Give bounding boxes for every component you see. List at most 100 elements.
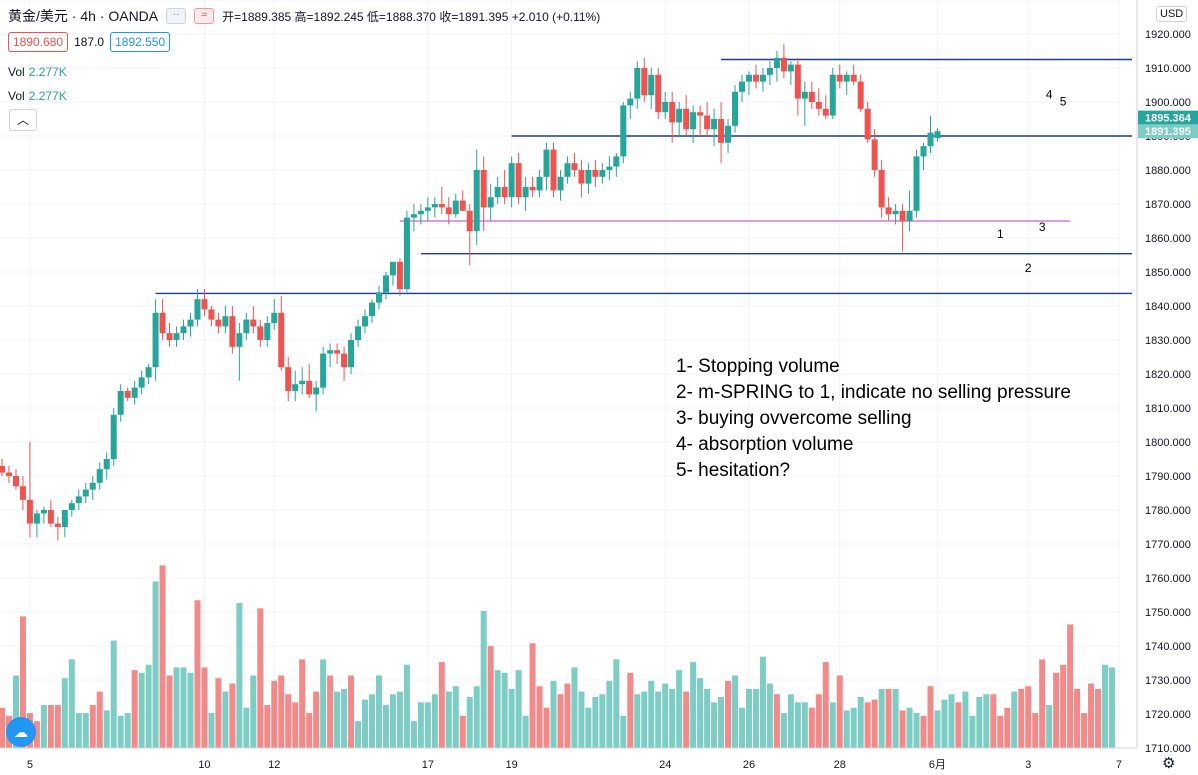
candle-body bbox=[892, 210, 899, 215]
volume-bar bbox=[348, 675, 355, 748]
volume-bar bbox=[550, 680, 557, 748]
volume-bar bbox=[417, 702, 424, 748]
candle-body bbox=[808, 91, 815, 102]
compare-icon[interactable]: ≈ bbox=[194, 8, 215, 24]
candle-body bbox=[473, 170, 480, 232]
volume-bar bbox=[334, 691, 341, 748]
support-resistance-lines bbox=[155, 58, 1132, 295]
volume-bar bbox=[403, 664, 410, 748]
candle-body bbox=[564, 163, 571, 177]
volume-bar bbox=[54, 705, 61, 748]
currency-button[interactable]: USD bbox=[1156, 6, 1188, 22]
volume-bar bbox=[187, 672, 194, 748]
candle-body bbox=[299, 380, 306, 385]
volume-bar bbox=[117, 715, 124, 748]
volume-bar bbox=[47, 705, 54, 748]
candle-body bbox=[739, 81, 745, 92]
candle-body bbox=[920, 146, 927, 157]
volume-bar bbox=[983, 694, 990, 748]
volume-legend[interactable]: Vol 2.277K bbox=[8, 89, 67, 103]
volume-bar bbox=[382, 705, 389, 748]
volume-bar bbox=[829, 702, 836, 748]
gear-icon[interactable]: ⚙ bbox=[1162, 755, 1176, 772]
volume-bar bbox=[836, 675, 843, 748]
candle-body bbox=[613, 156, 620, 167]
volume-bar bbox=[431, 694, 438, 748]
volume-bar bbox=[1011, 691, 1018, 748]
price-tick-label: 1920.000 bbox=[1145, 29, 1191, 41]
volume-bar bbox=[704, 688, 711, 748]
volume-value: 2.277K bbox=[28, 65, 67, 79]
price-tick-label: 1760.000 bbox=[1145, 573, 1191, 585]
candle-body bbox=[725, 125, 732, 143]
volume-bar bbox=[145, 664, 152, 748]
note-line: 4- absorption volume bbox=[676, 434, 854, 455]
price-badge-label: 1895.364 bbox=[1145, 113, 1192, 125]
bid-button[interactable]: 1890.680 bbox=[8, 32, 69, 52]
candle-body bbox=[159, 312, 166, 334]
volume-bar bbox=[1053, 672, 1060, 748]
candle-body bbox=[780, 57, 787, 72]
volume-bar bbox=[424, 702, 431, 748]
volume-bar bbox=[1081, 713, 1088, 748]
price-tick-label: 1830.000 bbox=[1145, 335, 1191, 347]
candle-body bbox=[801, 91, 808, 99]
annotation-label: 4 bbox=[1046, 88, 1053, 102]
candle-body bbox=[215, 319, 222, 327]
candle-body bbox=[752, 74, 759, 82]
candle-body bbox=[138, 377, 145, 388]
price-badge bbox=[1138, 110, 1198, 125]
symbol-title[interactable]: 黄金/美元 · 4h · OANDA bbox=[8, 8, 159, 24]
ask-button[interactable]: 1892.550 bbox=[110, 32, 171, 52]
volume-bar bbox=[529, 643, 536, 748]
candle-body bbox=[403, 217, 410, 289]
candle-body bbox=[550, 149, 557, 191]
volume-bar bbox=[257, 608, 264, 748]
price-tick-label: 1850.000 bbox=[1145, 267, 1191, 279]
volume-bar bbox=[1067, 624, 1074, 748]
volume-bar bbox=[655, 691, 662, 748]
volume-bar bbox=[124, 713, 131, 748]
price-tick-label: 1720.000 bbox=[1145, 709, 1191, 721]
volume-bar bbox=[822, 662, 829, 748]
candle-body bbox=[787, 64, 794, 72]
volume-bar bbox=[557, 694, 564, 748]
candle-body bbox=[229, 316, 236, 347]
candle-body bbox=[466, 210, 473, 232]
candle-body bbox=[634, 68, 641, 99]
time-tick-label: 17 bbox=[422, 759, 434, 771]
candle-body bbox=[452, 200, 459, 215]
candle-body bbox=[257, 326, 264, 340]
candle-body bbox=[292, 384, 299, 391]
candle-body bbox=[285, 367, 292, 391]
candle-body bbox=[885, 207, 892, 215]
price-axis: 1710.000 1720.000 1730.000 1740.000 1750.000… bbox=[1136, 0, 1198, 755]
time-axis-bg bbox=[0, 748, 1137, 775]
volume-bar bbox=[648, 680, 655, 748]
candle-body bbox=[529, 187, 536, 191]
volume-bar bbox=[264, 705, 271, 748]
candle-body bbox=[606, 166, 613, 170]
tradingview-logo-icon[interactable]: ☁ bbox=[6, 717, 36, 747]
volume-bar bbox=[843, 710, 850, 748]
candle-body bbox=[438, 204, 445, 208]
price-tick-label: 1840.000 bbox=[1145, 301, 1191, 313]
volume-bar bbox=[487, 645, 494, 748]
volume-bar bbox=[878, 688, 885, 748]
price-tick-label: 1800.000 bbox=[1145, 437, 1191, 449]
more-icon[interactable]: ·· bbox=[166, 8, 187, 24]
analysis-notes: 1- Stopping volume 2- m-SPRING to 1, ind… bbox=[676, 354, 1071, 484]
volume-bar bbox=[1102, 664, 1109, 748]
candle-body bbox=[697, 112, 704, 116]
volume-label: Vol bbox=[8, 89, 25, 103]
volume-bar bbox=[362, 699, 369, 748]
annotation-label: 3 bbox=[1039, 220, 1046, 234]
candle-body bbox=[68, 503, 75, 510]
candle-body bbox=[341, 353, 348, 368]
candle-body bbox=[494, 187, 501, 198]
volume-legend[interactable]: Vol 2.277K bbox=[8, 65, 67, 79]
candle-body bbox=[89, 482, 96, 490]
volume-bar bbox=[19, 616, 26, 748]
collapse-legend-button[interactable]: ︿ bbox=[9, 109, 37, 131]
